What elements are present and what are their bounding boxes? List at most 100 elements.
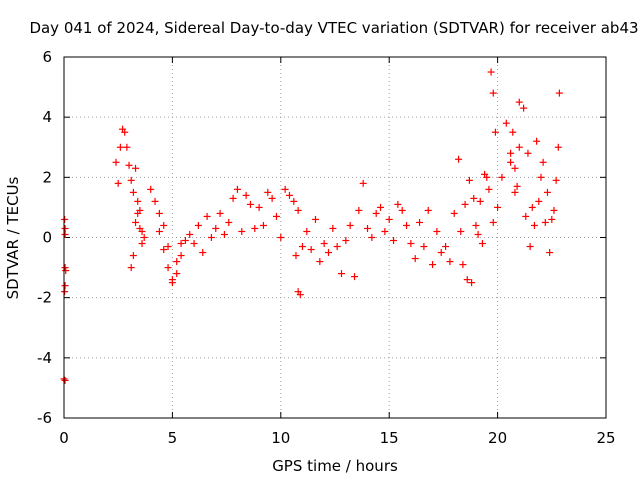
data-point: [61, 282, 69, 290]
data-point: [233, 185, 241, 193]
data-point: [494, 203, 502, 211]
data-point: [476, 197, 484, 205]
data-point: [307, 246, 315, 254]
data-point: [463, 276, 471, 284]
data-point: [498, 173, 506, 181]
data-point: [127, 176, 135, 184]
data-point: [199, 249, 207, 257]
data-series-sdtvar: [60, 68, 563, 384]
data-point: [372, 209, 380, 217]
data-point: [320, 240, 328, 248]
data-point: [116, 143, 124, 151]
data-point: [140, 234, 148, 241]
data-point: [346, 221, 354, 229]
data-point: [164, 243, 172, 251]
data-point: [281, 185, 289, 193]
data-point: [155, 227, 163, 235]
data-point: [554, 143, 562, 151]
data-point: [216, 209, 224, 217]
data-point: [526, 243, 534, 251]
y-tick-label: 0: [42, 229, 52, 247]
data-point: [194, 221, 202, 229]
data-point: [550, 206, 558, 214]
data-point: [513, 182, 521, 190]
data-point: [351, 273, 359, 281]
y-tick-label: -4: [37, 349, 52, 367]
data-point: [377, 203, 385, 211]
data-point: [132, 218, 140, 226]
data-point: [511, 188, 519, 196]
data-point: [277, 234, 285, 241]
y-tick-labels: -6 -4 -2 0 2 4 6: [37, 48, 52, 427]
x-tick-label: 5: [168, 429, 178, 447]
data-point: [543, 188, 551, 196]
data-point: [177, 252, 185, 260]
data-point: [255, 203, 263, 211]
data-point: [520, 104, 528, 112]
data-point: [212, 224, 220, 232]
data-point: [138, 227, 146, 235]
x-tick-label: 0: [59, 429, 69, 447]
data-point: [138, 240, 146, 248]
data-point: [364, 224, 372, 232]
data-point: [112, 158, 120, 166]
data-point: [450, 209, 458, 217]
data-point: [298, 243, 306, 251]
data-point: [437, 249, 445, 257]
data-point: [242, 191, 250, 199]
data-point: [535, 197, 543, 205]
data-point: [524, 149, 532, 157]
data-point: [474, 230, 482, 238]
data-point: [292, 252, 300, 260]
data-point: [61, 224, 69, 232]
data-point: [537, 173, 545, 181]
data-point: [381, 227, 389, 235]
data-point: [203, 212, 211, 220]
data-point: [173, 258, 181, 266]
data-point: [251, 224, 259, 232]
data-point: [164, 264, 172, 272]
data-point: [132, 164, 140, 172]
data-point: [424, 206, 432, 214]
data-point: [129, 188, 137, 196]
data-point: [359, 179, 367, 187]
data-point: [61, 215, 69, 223]
data-point: [147, 185, 155, 193]
data-point: [121, 128, 129, 136]
data-point: [160, 221, 168, 229]
data-point: [342, 237, 350, 245]
x-axis-label: GPS time / hours: [272, 457, 398, 475]
y-tick-label: 4: [42, 108, 52, 126]
data-point: [509, 128, 517, 136]
data-point: [238, 227, 246, 235]
data-point: [311, 215, 319, 223]
y-tick-label: -2: [37, 289, 52, 307]
data-point: [264, 188, 272, 196]
data-point: [229, 194, 237, 202]
data-point: [489, 218, 497, 226]
data-point: [385, 215, 393, 223]
plot-frame: [63, 56, 607, 419]
data-point: [329, 224, 337, 232]
data-point: [507, 149, 515, 157]
data-point: [181, 237, 189, 245]
y-tick-label: -6: [37, 409, 52, 427]
data-point: [491, 128, 499, 136]
data-point: [528, 203, 536, 211]
data-point: [285, 191, 293, 199]
data-point: [411, 255, 419, 263]
data-point: [125, 161, 133, 169]
data-point: [442, 243, 450, 251]
data-point: [61, 230, 69, 238]
data-point: [155, 209, 163, 217]
data-point: [489, 89, 497, 97]
data-point: [511, 164, 519, 172]
data-point: [478, 240, 486, 248]
chart-title: Day 041 of 2024, Sidereal Day-to-day VTE…: [29, 19, 638, 37]
data-point: [416, 218, 424, 226]
data-point: [552, 176, 560, 184]
data-point: [546, 249, 554, 257]
data-point: [168, 276, 176, 284]
data-point: [433, 227, 441, 235]
